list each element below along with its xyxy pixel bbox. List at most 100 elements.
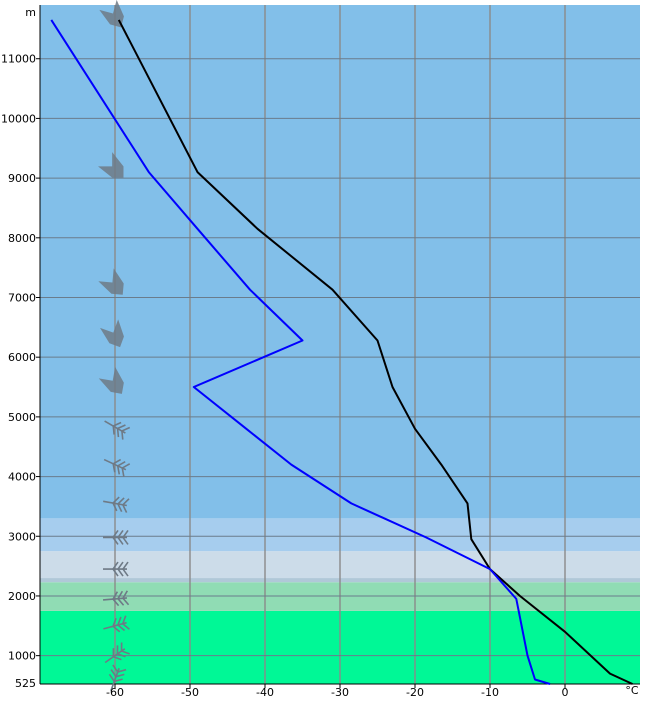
barb-feather (112, 617, 117, 627)
barb-feather (108, 673, 115, 682)
wind-barb-icon (104, 642, 130, 664)
wind-barb-pennant-icon (98, 366, 124, 394)
barb-feather (117, 668, 127, 673)
y-tick-label: 5000 (8, 411, 36, 424)
barb-feather (122, 536, 129, 545)
temperature-line (117, 19, 633, 685)
barb-shaft (110, 667, 120, 692)
barb-feather (117, 561, 124, 570)
barb-feather (112, 648, 115, 657)
barb-feather (112, 529, 119, 538)
pennant-shape (100, 319, 124, 348)
pennant-shape (98, 366, 124, 394)
y-tick-label: 7000 (8, 291, 36, 304)
barb-feather (117, 616, 122, 626)
wind-barb-pennant-icon (98, 268, 124, 295)
pennant-shape (99, 0, 124, 28)
barb-feather (112, 625, 121, 633)
wind-barb-pennant-icon (98, 152, 124, 178)
barb-feather (122, 597, 130, 606)
barb-feather (117, 460, 126, 467)
barb-feather (122, 561, 129, 570)
wind-barb-pennant-icon (100, 319, 124, 348)
barb-feather (117, 590, 124, 600)
barb-shaft (104, 420, 126, 434)
barb-feather (121, 467, 125, 477)
barb-feather (121, 426, 131, 432)
wind-barb-icon (102, 590, 130, 607)
x-tick-label: -30 (331, 686, 349, 699)
barb-feather (121, 430, 124, 440)
barb-feather (112, 458, 122, 465)
barb-feather (117, 653, 126, 658)
barb-feather (116, 465, 121, 475)
wind-barb-icon (103, 496, 130, 513)
wind-barb-icon (103, 615, 130, 633)
y-tick-label: 3000 (8, 530, 36, 543)
barb-feather (110, 669, 117, 678)
x-tick-label: -10 (481, 686, 499, 699)
x-tick-label: -20 (406, 686, 424, 699)
barb-feather (117, 424, 126, 430)
barb-feather (122, 623, 130, 630)
barb-feather (112, 664, 119, 673)
y-tick-label: 1000 (8, 650, 36, 663)
barb-feather (122, 504, 128, 513)
y-tick-label: 2000 (8, 590, 36, 603)
wind-barbs (98, 0, 131, 692)
barb-feather (120, 642, 123, 652)
barb-feather (117, 536, 124, 545)
x-tick-label: -60 (106, 686, 124, 699)
barb-feather (112, 568, 119, 577)
barb-feather (112, 421, 122, 427)
barb-feather (117, 568, 124, 577)
wind-barb-icon (104, 420, 131, 440)
x-axis-unit-label: °C (625, 684, 639, 697)
barb-feather (112, 496, 120, 504)
barb-feather (112, 502, 118, 512)
barb-feather (121, 463, 131, 469)
dewpoint-line (50, 19, 551, 685)
barb-feather (116, 645, 119, 654)
barb-feather (122, 498, 130, 506)
barb-feather (112, 598, 120, 607)
wind-barb-icon (108, 664, 127, 692)
barb-feather (121, 615, 127, 625)
barb-feather (122, 590, 129, 599)
tick-labels: m °C 525 -60 -50 -40 -30 -20 -10 0 1000 2000 3000… (1, 6, 639, 699)
wind-barb-icon (103, 458, 131, 477)
barb-feather (115, 673, 125, 678)
x-tick-label: 0 (562, 686, 569, 699)
barb-feather (117, 497, 125, 505)
y-tick-label: 10000 (1, 112, 36, 125)
wind-barb-icon (103, 561, 129, 577)
pennant-shape (98, 152, 124, 178)
y-axis-unit-label: m (25, 6, 36, 19)
y-tick-label: 11000 (1, 53, 36, 66)
barb-feather (112, 536, 119, 545)
y-tick-label: 8000 (8, 232, 36, 245)
x-tick-label: -40 (256, 686, 274, 699)
barb-feather (116, 428, 120, 438)
barb-feather (117, 598, 125, 606)
barb-feather (117, 624, 126, 632)
y-tick-label: 9000 (8, 172, 36, 185)
temperature-profiles (50, 19, 633, 685)
barb-feather (117, 529, 124, 538)
pennant-shape (98, 268, 124, 295)
barb-feather (122, 529, 129, 538)
barb-feather (113, 656, 122, 661)
barb-feather (121, 650, 130, 655)
y-tick-label: 4000 (8, 471, 36, 484)
barb-feather (122, 568, 129, 577)
barb-feather (112, 561, 119, 570)
chart-axes (36, 5, 640, 688)
y-tick-label: 6000 (8, 351, 36, 364)
barb-feather (112, 425, 115, 435)
barb-feather (114, 678, 123, 683)
barb-feather (117, 503, 123, 513)
barb-feather (112, 463, 116, 473)
x-tick-label: -50 (181, 686, 199, 699)
barb-feather (112, 591, 119, 600)
